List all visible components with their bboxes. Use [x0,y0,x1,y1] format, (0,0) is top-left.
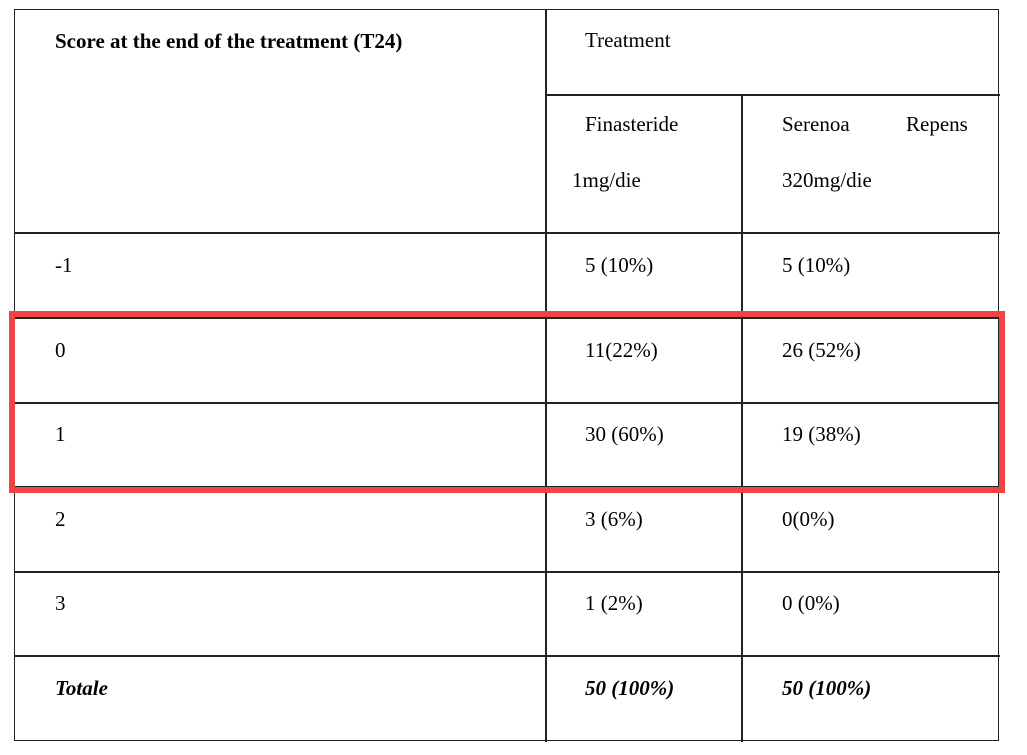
serenoa-cell: 26 (52%) [782,338,861,362]
row-divider [15,655,1000,657]
column-divider [545,10,547,742]
finasteride-header-line1: Finasteride [585,112,679,136]
serenoa-cell: 0(0%) [782,507,835,531]
finasteride-cell: 1 (2%) [585,591,643,615]
score-cell: 2 [55,507,66,531]
treatment-header: Treatment [585,28,671,52]
serenoa-header-line1-b: Repens [906,112,968,136]
row-divider [15,486,1000,488]
row-divider [15,232,1000,234]
column-divider [741,94,743,742]
serenoa-cell: 19 (38%) [782,422,861,446]
score-cell: -1 [55,253,73,277]
serenoa-header-line1-a: Serenoa [782,112,850,136]
total-finasteride: 50 (100%) [585,676,675,700]
score-cell: 1 [55,422,66,446]
row-divider [15,571,1000,573]
score-cell: 3 [55,591,66,615]
finasteride-cell: 5 (10%) [585,253,654,277]
row-divider [15,402,1000,404]
total-label: Totale [55,676,108,700]
finasteride-header-line2: 1mg/die [572,168,641,192]
results-table: Score at the end of the treatment (T24) … [14,9,1000,742]
finasteride-cell: 30 (60%) [585,422,664,446]
finasteride-cell: 3 (6%) [585,507,643,531]
total-serenoa: 50 (100%) [782,676,872,700]
score-cell: 0 [55,338,66,362]
serenoa-cell: 5 (10%) [782,253,851,277]
serenoa-header-line2: 320mg/die [782,168,872,192]
row-divider [546,94,1000,96]
row-divider [15,317,1000,319]
serenoa-cell: 0 (0%) [782,591,840,615]
finasteride-cell: 11(22%) [585,338,658,362]
score-header: Score at the end of the treatment (T24) [55,29,403,53]
